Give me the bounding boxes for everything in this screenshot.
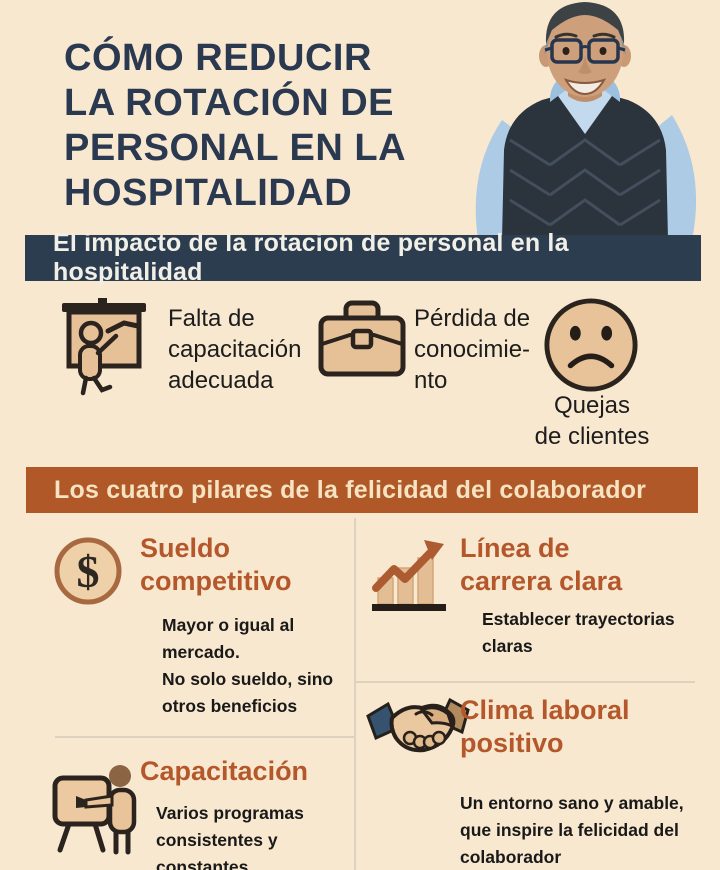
pillar-title: Sueldo competitivo [140,533,292,596]
horizontal-divider-left [55,736,355,738]
page-title: CÓMO REDUCIR LA ROTACIÓN DE PERSONAL EN … [64,37,407,214]
trainer-board-icon [52,762,144,856]
horizontal-divider-right [355,681,695,683]
vertical-divider [354,518,356,870]
impact-item-label: Falta de capacitación adecuada [168,305,302,394]
briefcase-icon [318,300,406,378]
impact-item-label: Pérdida de conocimie- nto [414,305,531,394]
pillar-body: Mayor o igual al mercado. No solo sueldo… [162,615,334,716]
pillar-title: Línea de carrera clara [460,533,623,596]
growth-chart-icon [372,538,450,612]
sad-face-icon [542,296,640,394]
impact-section-banner: El impacto de la rotacion de personal en… [25,229,701,286]
svg-text:$: $ [77,546,100,597]
pillar-body: Un entorno sano y amable, que inspire la… [460,793,684,867]
pillars-banner-label: Los cuatro pilares de la felicidad del c… [54,475,647,504]
presentation-training-icon [58,298,150,396]
man-portrait-illustration [475,2,697,240]
pillar-body: Establecer trayectorias claras [482,609,675,656]
impact-item-label: Quejas de clientes [534,392,650,450]
dollar-coin-icon: $ [53,536,123,606]
pillar-title: Clima laboral positivo [460,695,630,758]
pillar-body: Varios programas consistentes y constant… [156,803,304,870]
pillars-section-banner: Los cuatro pilares de la felicidad del c… [26,467,698,513]
impact-banner-label: El impacto de la rotacion de personal en… [53,229,569,286]
handshake-icon [366,692,470,772]
man-portrait-photo [450,0,720,240]
pillar-title: Capacitación [140,756,309,786]
